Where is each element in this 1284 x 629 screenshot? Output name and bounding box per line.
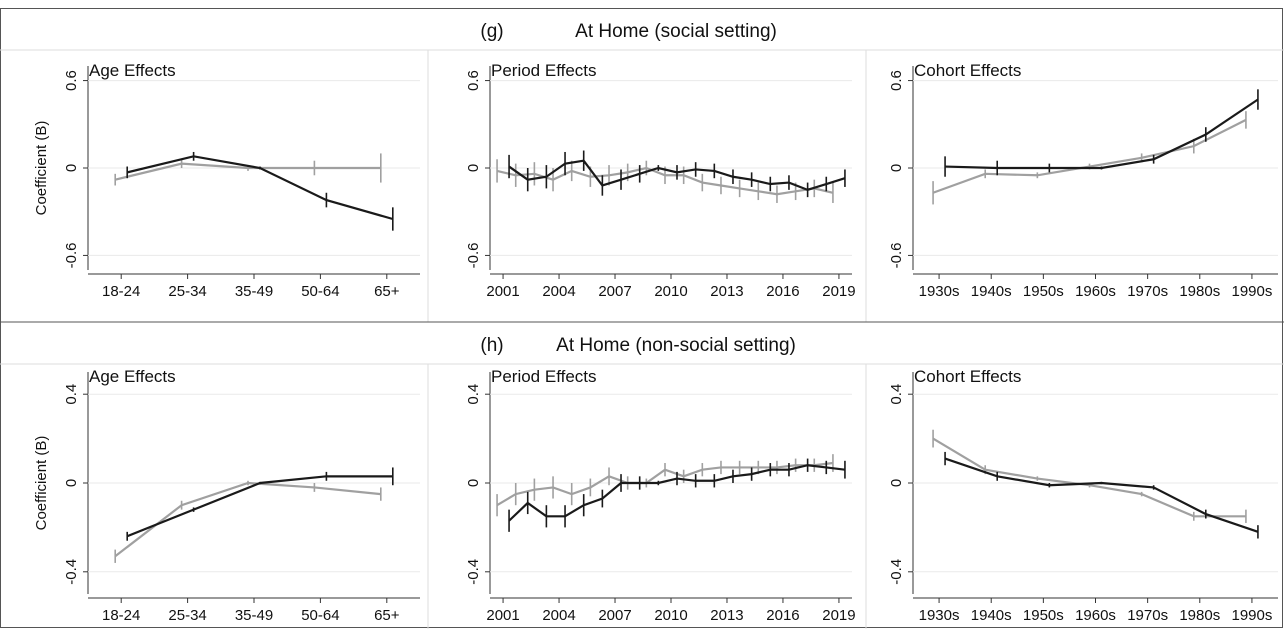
- x-tick-label: 1930s: [919, 283, 960, 300]
- y-tick-label: 0.4: [465, 384, 482, 405]
- x-tick-label: 25-34: [168, 607, 206, 624]
- x-tick-label: 1960s: [1075, 607, 1116, 624]
- y-axis-label: Coefficient (B): [33, 121, 50, 216]
- x-tick-label: 35-49: [235, 607, 273, 624]
- panel-title: Period Effects: [491, 367, 597, 386]
- x-tick-label: 2007: [598, 283, 631, 300]
- series-line: [126, 155, 394, 221]
- y-tick-label: -0.4: [888, 559, 905, 585]
- x-tick-label: 50-64: [301, 607, 339, 624]
- x-tick-label: 2019: [822, 607, 855, 624]
- x-tick-label: 2010: [654, 283, 687, 300]
- series-line: [932, 118, 1247, 194]
- x-tick-label: 1940s: [971, 283, 1012, 300]
- y-tick-label: 0: [888, 479, 905, 487]
- section-title: At Home (non-social setting): [556, 335, 796, 356]
- y-tick-label: 0.6: [888, 70, 905, 91]
- series-line: [932, 437, 1246, 518]
- x-tick-label: 1970s: [1127, 607, 1168, 624]
- x-tick-label: 2010: [654, 607, 687, 624]
- x-tick-label: 25-34: [168, 283, 206, 300]
- x-tick-label: 1990s: [1231, 283, 1272, 300]
- x-tick-label: 1930s: [919, 607, 960, 624]
- x-tick-label: 35-49: [235, 283, 273, 300]
- panel-title: Age Effects: [89, 61, 176, 80]
- series-line: [496, 461, 834, 507]
- x-tick-label: 65+: [374, 607, 400, 624]
- panel-title: Age Effects: [89, 367, 176, 386]
- y-tick-label: -0.6: [63, 242, 80, 268]
- y-tick-label: 0.6: [63, 70, 80, 91]
- section-title: At Home (social setting): [575, 21, 777, 42]
- y-tick-label: 0.6: [465, 70, 482, 91]
- y-tick-label: 0: [888, 164, 905, 172]
- y-tick-label: -0.4: [63, 559, 80, 585]
- x-tick-label: 1960s: [1075, 283, 1116, 300]
- panel-title: Period Effects: [491, 61, 597, 80]
- x-tick-label: 1970s: [1127, 283, 1168, 300]
- x-tick-label: 2019: [822, 283, 855, 300]
- x-tick-label: 2001: [486, 283, 519, 300]
- x-tick-label: 1980s: [1179, 283, 1220, 300]
- x-tick-label: 2013: [710, 283, 743, 300]
- section-label: (g): [480, 21, 503, 42]
- y-tick-label: 0.4: [63, 384, 80, 405]
- x-tick-label: 18-24: [102, 283, 140, 300]
- y-tick-label: 0: [465, 164, 482, 172]
- series-line: [944, 457, 1259, 533]
- x-tick-label: 50-64: [301, 283, 339, 300]
- x-tick-label: 2013: [710, 607, 743, 624]
- series-line: [508, 464, 846, 522]
- y-axis-label: Coefficient (B): [33, 436, 50, 531]
- x-tick-label: 65+: [374, 283, 400, 300]
- x-tick-label: 2016: [766, 283, 799, 300]
- series-line: [126, 475, 393, 538]
- series-line: [114, 162, 381, 181]
- x-tick-label: 2004: [542, 283, 575, 300]
- panel-title: Cohort Effects: [914, 367, 1021, 386]
- y-tick-label: 0: [63, 479, 80, 487]
- y-tick-label: -0.6: [465, 242, 482, 268]
- y-tick-label: -0.4: [465, 559, 482, 585]
- y-tick-label: 0.4: [888, 384, 905, 405]
- series-line: [114, 481, 381, 558]
- x-tick-label: 1940s: [971, 607, 1012, 624]
- x-tick-label: 2001: [486, 607, 519, 624]
- x-tick-label: 2004: [542, 607, 575, 624]
- y-tick-label: 0: [63, 164, 80, 172]
- section-label: (h): [480, 335, 503, 356]
- series-line: [508, 159, 846, 192]
- frame: [0, 8, 1283, 628]
- y-tick-label: 0: [465, 479, 482, 487]
- series-line: [945, 98, 1259, 170]
- x-tick-label: 1950s: [1023, 283, 1064, 300]
- x-tick-label: 2016: [766, 607, 799, 624]
- x-tick-label: 1980s: [1179, 607, 1220, 624]
- panel-title: Cohort Effects: [914, 61, 1021, 80]
- x-tick-label: 1990s: [1231, 607, 1272, 624]
- x-tick-label: 18-24: [102, 607, 140, 624]
- y-tick-label: -0.6: [888, 242, 905, 268]
- x-tick-label: 1950s: [1023, 607, 1064, 624]
- x-tick-label: 2007: [598, 607, 631, 624]
- series-line: [496, 166, 834, 196]
